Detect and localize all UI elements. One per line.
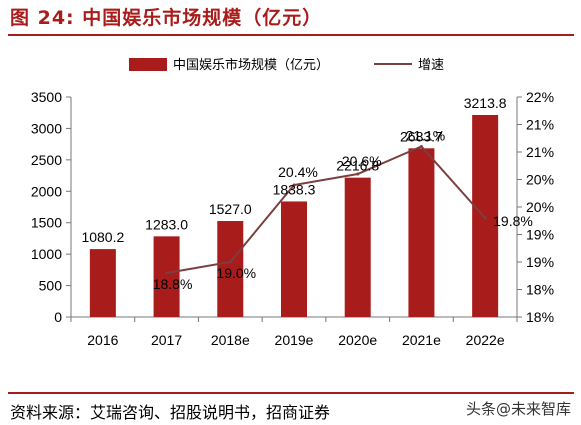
growth-value-label: 21.1% [406, 128, 446, 144]
bar-value-label: 1527.0 [209, 201, 252, 217]
y-right-tick-label: 19% [526, 254, 554, 270]
bar-2019e [281, 201, 307, 317]
watermark: 头条@未来智库 [465, 400, 571, 418]
bar-2022e [472, 114, 499, 317]
axes: 0 500 1000 1500 2000 2500 3000 3500 18% 18% 19% 19%… [31, 89, 554, 348]
growth-value-label: 20.4% [278, 164, 318, 180]
bar-2018e [217, 221, 244, 317]
bar-2017 [153, 236, 180, 317]
growth-line [165, 145, 487, 275]
growth-point-2020e [356, 172, 360, 176]
bar-value-label: 2216.8 [336, 158, 379, 174]
x-tick-label: 2022e [466, 332, 505, 348]
growth-line-path [166, 145, 486, 274]
legend-bar-label: 中国娱乐市场规模（亿元） [173, 57, 329, 72]
y-left-tick-label: 500 [39, 278, 63, 294]
legend-bar-swatch [129, 58, 167, 71]
y-right-tick-label: 22% [526, 89, 554, 105]
source-rule [8, 392, 574, 394]
data-labels: 1080.2 1283.0 1527.0 1838.3 2216.8 2683.7 3213… [81, 95, 532, 292]
growth-value-label: 19.8% [493, 213, 533, 229]
growth-point-2019e [292, 183, 296, 187]
x-tick-label: 2020e [338, 332, 377, 348]
y-right-tick-label: 18% [526, 282, 554, 298]
source-note: 资料来源：艾瑞咨询、招股说明书，招商证券 [10, 403, 331, 422]
x-tick-label: 2018e [211, 332, 250, 348]
y-left-tick-label: 1500 [31, 215, 62, 231]
growth-point-2018e [228, 260, 232, 264]
bar-value-label: 1283.0 [145, 216, 188, 232]
y-left-tick-label: 3500 [31, 89, 62, 105]
bar-2021e [408, 148, 435, 317]
bar-value-label: 1838.3 [273, 181, 316, 197]
bar-value-label: 1080.2 [81, 229, 124, 245]
y-right-tick-label: 20% [526, 199, 554, 215]
legend: 中国娱乐市场规模（亿元） 增速 [129, 57, 444, 72]
growth-value-label: 18.8% [153, 276, 193, 292]
y-right-tick-label: 19% [526, 227, 554, 243]
bar-value-label: 2683.7 [400, 128, 443, 144]
x-tick-label: 2021e [402, 332, 441, 348]
y-left-tick-label: 3000 [31, 120, 62, 136]
growth-point-2021e [419, 145, 423, 148]
growth-value-label: 20.6% [342, 153, 382, 169]
growth-point-2022e [483, 216, 487, 220]
growth-point-2017 [165, 271, 169, 275]
y-right-tick-label: 20% [526, 172, 554, 188]
y-right-tick-label: 21% [526, 117, 554, 133]
bar-value-label: 3213.8 [464, 95, 507, 111]
y-left-tick-label: 2000 [31, 183, 62, 199]
y-left-tick-label: 1000 [31, 246, 62, 262]
y-left-tick-label: 0 [54, 309, 62, 325]
bar-2016 [89, 249, 116, 317]
x-tick-label: 2017 [151, 332, 182, 348]
y-left-tick-label: 2500 [31, 152, 62, 168]
figure-title: 图 24: 中国娱乐市场规模（亿元） [10, 7, 323, 29]
legend-line-label: 增速 [418, 57, 444, 72]
bars [89, 114, 499, 317]
title-rule [8, 34, 574, 36]
y-right-tick-label: 18% [526, 309, 554, 325]
bar-2020e [344, 177, 371, 317]
chart: 中国娱乐市场规模（亿元） 增速 0 500 1000 1500 2000 2500 3000… [31, 57, 554, 348]
x-tick-label: 2019e [275, 332, 314, 348]
x-tick-label: 2016 [87, 332, 118, 348]
growth-value-label: 19.0% [216, 265, 256, 281]
y-right-tick-label: 21% [526, 144, 554, 160]
